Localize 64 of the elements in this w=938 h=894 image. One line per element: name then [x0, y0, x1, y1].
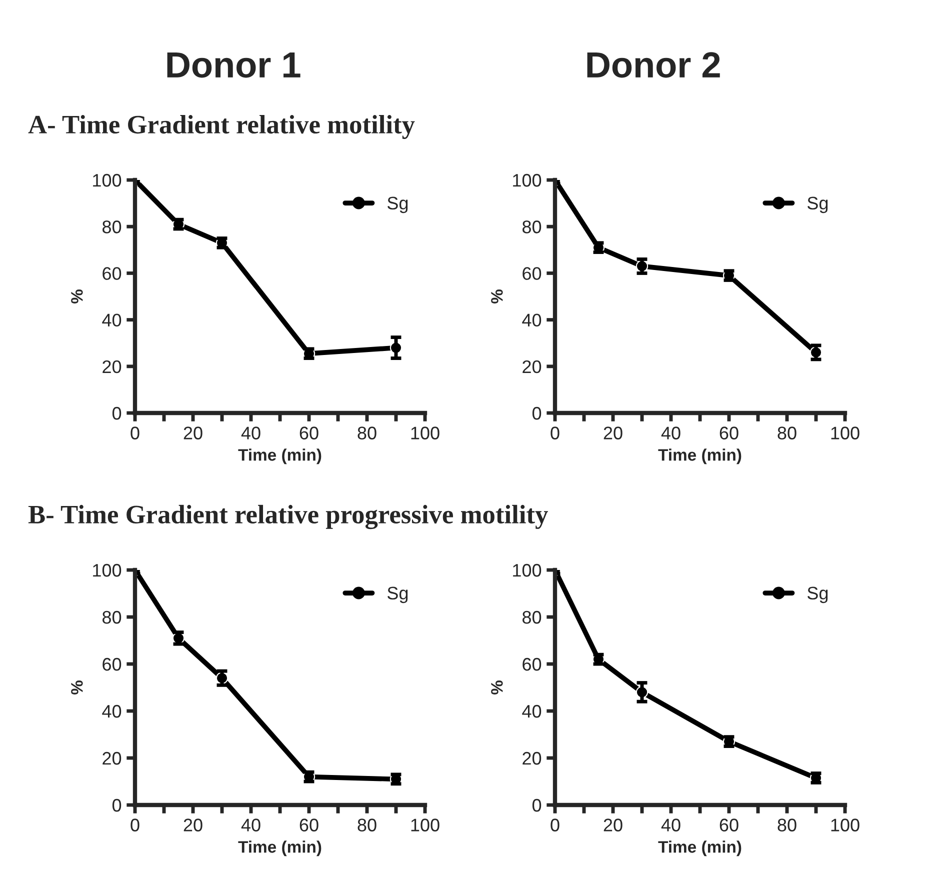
x-tick-label: 0: [130, 426, 140, 440]
x-tick-label: 20: [604, 818, 622, 832]
legend-label: Sg: [807, 586, 828, 604]
y-tick-label: 40: [102, 704, 122, 718]
chart-subtitle: B- Time Gradient relative progressive motility: [28, 504, 548, 530]
y-tick-label: 20: [102, 360, 122, 374]
y-tick-label: 80: [522, 220, 542, 234]
x-axis-title: Time (min): [658, 448, 742, 464]
chart-title: Donor 2: [587, 52, 720, 78]
x-tick-label: 60: [300, 818, 318, 832]
x-tick-label: 0: [130, 818, 140, 832]
x-tick-label: 40: [241, 426, 260, 440]
x-axis-title: Time (min): [238, 840, 322, 856]
x-tick-label: 0: [550, 426, 560, 440]
y-tick-label: 60: [102, 267, 122, 280]
x-tick-label: 60: [300, 426, 318, 440]
y-tick-label: 20: [102, 752, 122, 765]
x-tick-label: 100: [411, 818, 440, 832]
y-tick-label: 100: [93, 564, 122, 577]
x-axis-title: Time (min): [238, 448, 322, 464]
y-tick-label: 80: [522, 610, 542, 624]
x-axis-title: Time (min): [658, 840, 742, 856]
y-tick-label: 100: [513, 564, 542, 577]
chart-title: Donor 1: [167, 52, 300, 78]
chart-subtitle: A- Time Gradient relative motility: [28, 114, 415, 140]
x-tick-label: 80: [358, 818, 376, 832]
y-tick-label: 0: [112, 798, 122, 812]
y-tick-label: 60: [522, 658, 542, 671]
x-tick-label: 80: [778, 818, 796, 832]
y-tick-label: 40: [522, 314, 542, 327]
y-tick-label: 80: [102, 610, 122, 624]
y-tick-label: 100: [93, 174, 122, 187]
y-axis-title: %: [71, 290, 83, 304]
x-tick-label: 100: [831, 426, 860, 440]
x-tick-label: 80: [778, 426, 796, 440]
y-tick-label: 0: [532, 798, 542, 812]
y-tick-label: 40: [102, 314, 122, 327]
legend-label: Sg: [387, 586, 408, 604]
legend-label: Sg: [807, 196, 828, 214]
x-tick-label: 40: [241, 818, 260, 832]
y-axis-title: %: [491, 680, 503, 694]
x-tick-label: 100: [831, 818, 860, 832]
x-tick-label: 20: [184, 426, 202, 440]
x-tick-label: 40: [661, 426, 680, 440]
y-tick-label: 100: [513, 174, 542, 187]
y-tick-label: 0: [112, 406, 122, 420]
y-tick-label: 60: [522, 267, 542, 280]
y-axis-title: %: [71, 680, 83, 694]
y-tick-label: 40: [522, 704, 542, 718]
y-tick-label: 0: [532, 406, 542, 420]
y-tick-label: 80: [102, 220, 122, 234]
y-tick-label: 20: [522, 360, 542, 374]
x-tick-label: 0: [550, 818, 560, 832]
x-tick-label: 80: [358, 426, 376, 440]
y-tick-label: 60: [102, 658, 122, 671]
x-tick-label: 60: [720, 426, 738, 440]
x-tick-label: 20: [604, 426, 622, 440]
x-tick-label: 20: [184, 818, 202, 832]
y-axis-title: %: [491, 290, 503, 304]
x-tick-label: 40: [661, 818, 680, 832]
x-tick-label: 60: [720, 818, 738, 832]
x-tick-label: 100: [411, 426, 440, 440]
legend-label: Sg: [387, 196, 408, 214]
y-tick-label: 20: [522, 752, 542, 765]
